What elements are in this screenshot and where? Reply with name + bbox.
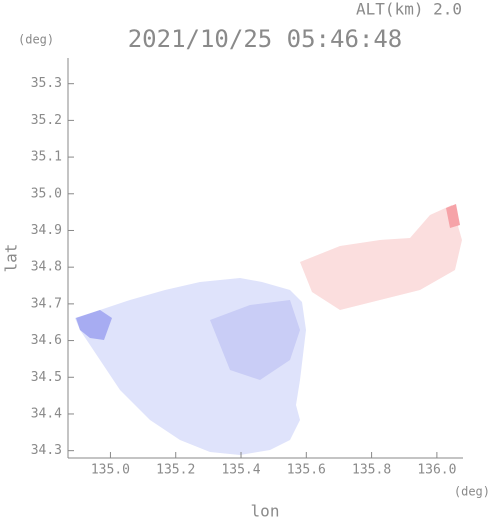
x-tick-label: 135.8 [352,463,391,478]
y-tick-label: 34.3 [31,443,62,458]
red-strong [446,204,460,228]
x-tick-label: 135.4 [221,463,260,478]
y-axis-title: lat [2,244,21,273]
y-tick-label: 35.2 [31,113,62,128]
y-tick-label: 35.1 [31,150,62,165]
blue-mid [210,300,300,380]
y-tick-label: 34.5 [31,370,62,385]
y-tick-label: 34.6 [31,333,62,348]
x-tick-label: 136.0 [417,463,456,478]
y-tick-label: 35.3 [31,76,62,91]
y-tick-label: 34.8 [31,260,62,275]
x-tick-label: 135.6 [287,463,326,478]
chart-title: 2021/10/25 05:46:48 [128,25,403,53]
x-tick-label: 135.2 [156,463,195,478]
x-axis-title: lon [251,502,280,521]
y-tick-label: 34.4 [31,406,62,421]
y-tick-label: 35.0 [31,186,62,201]
y-tick-label: 34.9 [31,223,62,238]
velocity-field [75,204,462,455]
x-tick-label: 135.0 [91,463,130,478]
x-unit: (deg) [454,485,490,499]
altitude-label: ALT(km) 2.0 [356,0,462,19]
red-region [300,205,462,310]
y-tick-label: 34.7 [31,296,62,311]
blue-strong [76,310,112,340]
y-unit: (deg) [18,33,54,47]
